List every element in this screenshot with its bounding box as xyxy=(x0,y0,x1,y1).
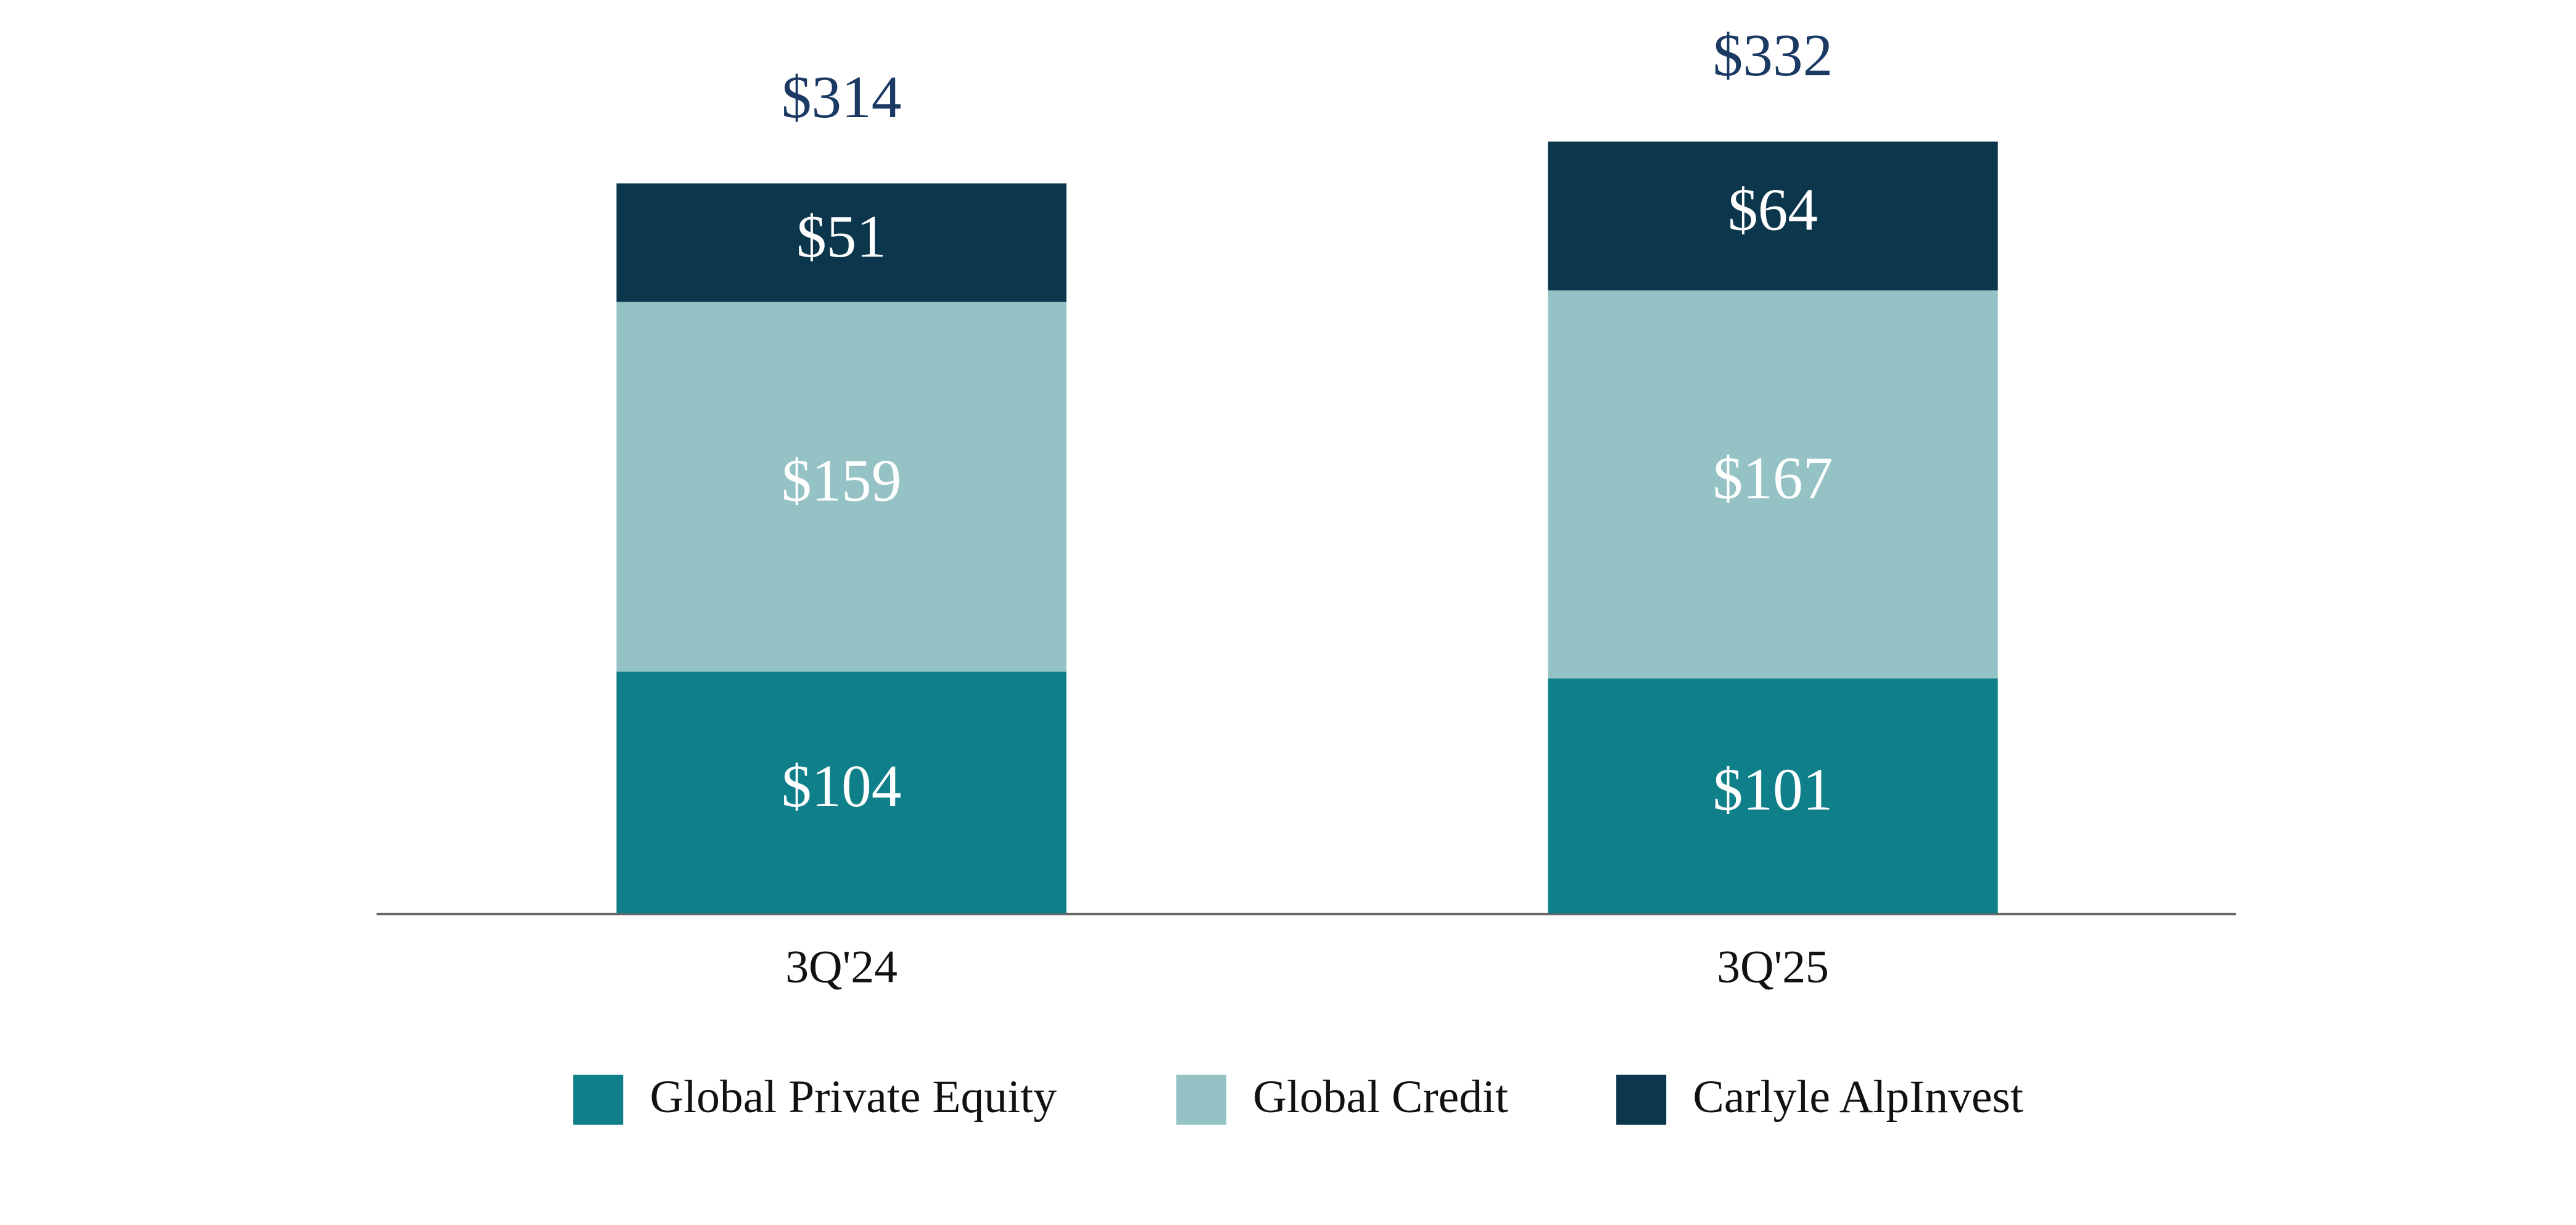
bar-segment xyxy=(1548,141,1998,291)
value-label: $167 xyxy=(1713,445,1833,512)
legend-label: Global Credit xyxy=(1253,1071,1508,1123)
total-label: $332 xyxy=(1713,22,1833,89)
value-label: $51 xyxy=(796,204,886,270)
total-label: $314 xyxy=(782,64,901,131)
bar-segment xyxy=(1548,678,1998,914)
legend-swatch xyxy=(1616,1074,1667,1125)
value-label: $159 xyxy=(782,447,901,514)
value-label: $101 xyxy=(1713,757,1833,823)
bar-segment xyxy=(616,183,1067,302)
legend-swatch xyxy=(1176,1074,1227,1125)
x-tick-label: 3Q'24 xyxy=(785,941,898,992)
legend-label: Carlyle AlpInvest xyxy=(1693,1071,2023,1123)
legend-swatch xyxy=(573,1074,624,1125)
x-tick-label: 3Q'25 xyxy=(1717,941,1829,992)
bar-segment xyxy=(1548,290,1998,678)
bar-segment xyxy=(616,671,1067,914)
bar-segment xyxy=(616,302,1067,672)
value-label: $104 xyxy=(782,753,901,820)
legend-label: Global Private Equity xyxy=(650,1071,1057,1123)
value-label: $64 xyxy=(1728,176,1818,243)
